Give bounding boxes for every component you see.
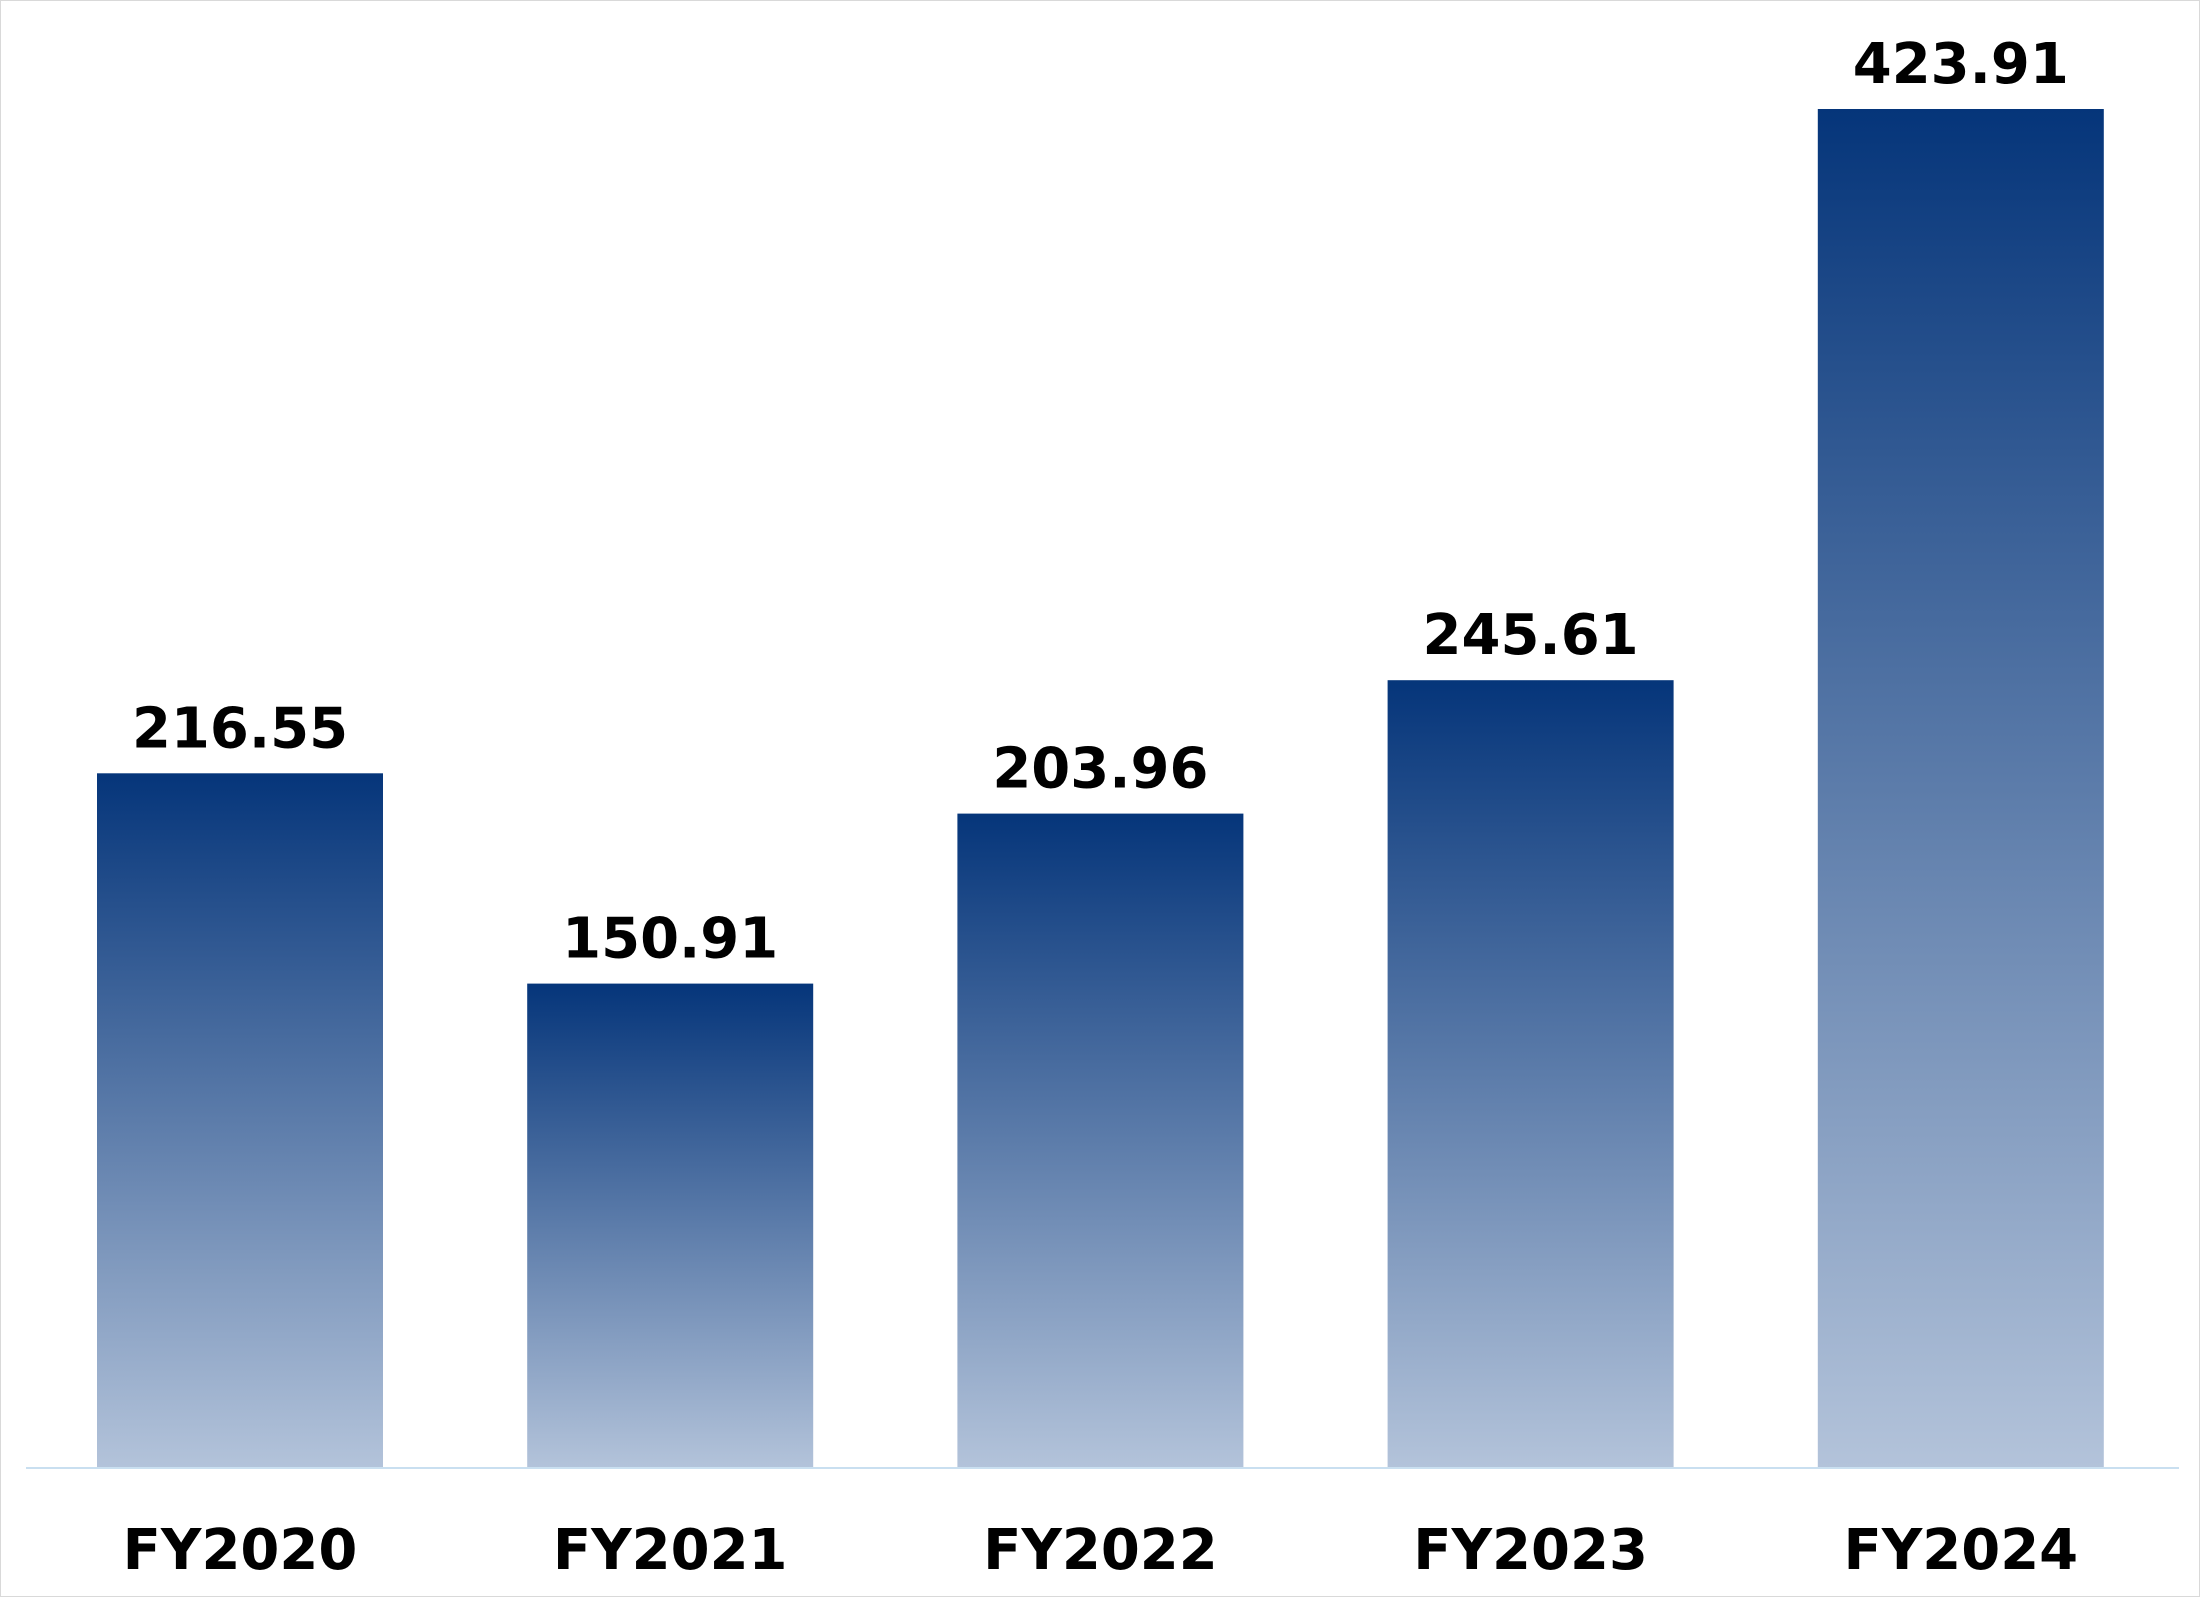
bar-fy2022 xyxy=(957,813,1244,1467)
value-labels-group: 216.55 150.91 203.96 245.61 423.91 xyxy=(132,32,2069,972)
x-tick-labels-group: FY2020 FY2021 FY2022 FY2023 FY2024 xyxy=(123,1518,2078,1583)
value-label-fy2021: 150.91 xyxy=(562,907,778,972)
x-tick-label-fy2020: FY2020 xyxy=(123,1518,358,1583)
bar-fy2020 xyxy=(97,773,383,1467)
x-tick-label-fy2022: FY2022 xyxy=(983,1518,1218,1583)
bar-fy2021 xyxy=(527,983,814,1467)
x-tick-label-fy2024: FY2024 xyxy=(1843,1518,2078,1583)
bar-fy2024 xyxy=(1817,109,2104,1467)
bars-group xyxy=(97,109,2104,1467)
value-label-fy2023: 245.61 xyxy=(1423,603,1639,668)
bar-fy2023 xyxy=(1387,680,1674,1467)
x-tick-label-fy2023: FY2023 xyxy=(1413,1518,1648,1583)
x-tick-label-fy2021: FY2021 xyxy=(553,1518,788,1583)
value-label-fy2022: 203.96 xyxy=(992,737,1208,802)
value-label-fy2024: 423.91 xyxy=(1853,32,2069,97)
value-label-fy2020: 216.55 xyxy=(132,696,348,761)
